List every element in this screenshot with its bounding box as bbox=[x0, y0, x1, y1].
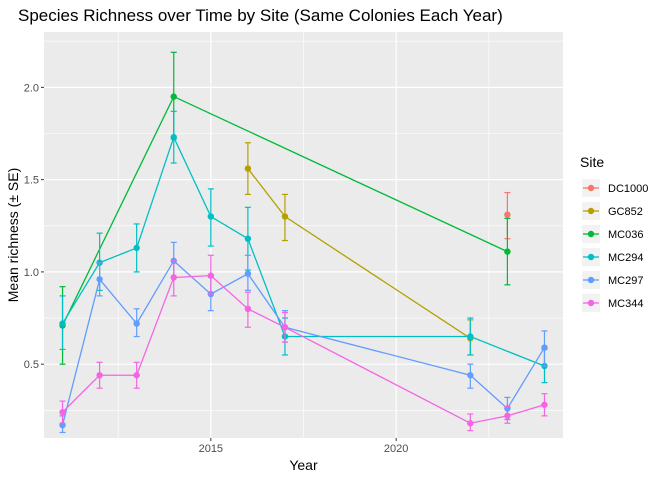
data-point-mc294 bbox=[170, 133, 177, 141]
data-point-mc344 bbox=[541, 401, 548, 408]
data-point-gc852 bbox=[244, 165, 252, 172]
legend-key-point bbox=[587, 207, 595, 215]
data-point-mc297 bbox=[541, 344, 548, 351]
data-point-mc294 bbox=[467, 333, 474, 340]
legend-label-mc294: MC294 bbox=[608, 252, 643, 264]
data-point-mc297 bbox=[467, 372, 474, 379]
major-gridlines bbox=[44, 32, 563, 438]
data-point-mc344 bbox=[96, 372, 103, 379]
y-tick-label: 1.5 bbox=[24, 175, 39, 187]
data-point-mc294 bbox=[133, 244, 140, 252]
legend-label-mc344: MC344 bbox=[608, 298, 643, 310]
legend-item-mc297: MC297 bbox=[582, 271, 643, 289]
x-axis-title: Year bbox=[289, 457, 318, 473]
legend-label-mc297: MC297 bbox=[608, 275, 643, 287]
legend-key-point bbox=[587, 184, 595, 192]
series-layer bbox=[59, 51, 548, 434]
series-line-mc344 bbox=[62, 274, 545, 424]
series-mc297 bbox=[59, 241, 548, 434]
data-point-mc297 bbox=[244, 270, 252, 277]
y-tick-label: 2.0 bbox=[24, 82, 39, 94]
series-mc344 bbox=[59, 254, 548, 432]
x-tick-label: 2015 bbox=[199, 443, 223, 455]
data-point-mc344 bbox=[133, 372, 140, 379]
legend-title: Site bbox=[580, 154, 604, 170]
data-point-mc344 bbox=[467, 420, 474, 427]
legend-key-point bbox=[587, 230, 595, 238]
legend-label-dc1000: DC1000 bbox=[608, 183, 648, 195]
x-tick-label: 2020 bbox=[384, 443, 408, 455]
legend-item-mc344: MC344 bbox=[582, 294, 643, 312]
series-line-mc297 bbox=[61, 259, 546, 426]
legend-key-point bbox=[587, 276, 595, 284]
legend-label-mc036: MC036 bbox=[608, 229, 643, 241]
y-axis-title: Mean richness (± SE) bbox=[5, 168, 21, 303]
data-point-dc1000 bbox=[504, 211, 511, 218]
legend-label-gc852: GC852 bbox=[608, 206, 643, 218]
data-point-mc036 bbox=[170, 93, 177, 100]
legend-items: DC1000 GC852 MC036 MC294 MC297 MC344 bbox=[582, 179, 648, 312]
data-point-mc344 bbox=[504, 412, 511, 420]
legend-item-mc036: MC036 bbox=[582, 225, 643, 243]
y-axis: 0.5 1.0 1.5 2.0 bbox=[24, 82, 44, 371]
legend-key-point bbox=[587, 253, 595, 261]
y-tick-label: 1.0 bbox=[24, 267, 39, 279]
data-point-mc294 bbox=[59, 320, 66, 327]
data-point-mc036 bbox=[504, 248, 511, 255]
data-point-gc852 bbox=[281, 213, 289, 220]
data-point-mc294 bbox=[244, 235, 252, 242]
data-point-mc344 bbox=[281, 324, 289, 331]
legend: Site DC1000 GC852 MC036 MC294 MC297 MC344 bbox=[580, 154, 648, 312]
y-tick-label: 0.5 bbox=[24, 359, 39, 371]
data-point-mc294 bbox=[207, 213, 215, 220]
chart-title: Species Richness over Time by Site (Same… bbox=[18, 6, 503, 25]
data-point-mc344 bbox=[207, 272, 215, 279]
minor-gridlines bbox=[44, 32, 563, 438]
legend-item-gc852: GC852 bbox=[582, 202, 643, 220]
legend-item-dc1000: DC1000 bbox=[582, 179, 648, 197]
legend-key-point bbox=[587, 299, 595, 307]
legend-item-mc294: MC294 bbox=[582, 248, 643, 266]
data-point-mc344 bbox=[59, 408, 66, 416]
data-point-mc297 bbox=[96, 276, 103, 283]
data-point-mc344 bbox=[170, 274, 177, 281]
x-axis: 2015 2020 bbox=[199, 438, 408, 455]
series-mc294 bbox=[59, 110, 548, 384]
data-point-mc297 bbox=[133, 320, 140, 327]
data-point-mc344 bbox=[244, 305, 252, 313]
